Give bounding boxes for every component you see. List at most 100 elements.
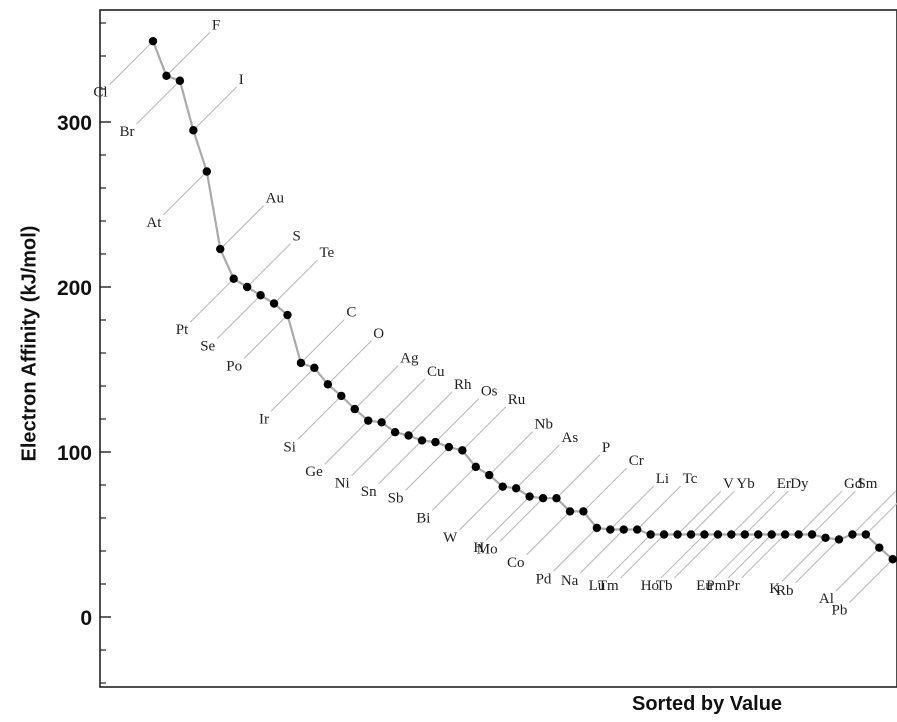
element-label: Ag [400, 351, 419, 367]
data-point [498, 482, 507, 491]
data-point [525, 492, 534, 501]
element-label: Na [561, 573, 579, 589]
data-point [794, 530, 803, 539]
element-label: Si [283, 439, 296, 455]
data-point [565, 507, 575, 516]
data-point [269, 299, 279, 308]
data-point [337, 391, 346, 401]
data-point [821, 533, 830, 542]
leader-line [865, 502, 897, 535]
data-point [834, 535, 844, 544]
data-point [296, 358, 306, 368]
leader-line [744, 490, 789, 535]
data-point [659, 530, 669, 539]
element-label: C [346, 305, 356, 321]
data-point [780, 530, 790, 539]
data-point [713, 530, 723, 539]
element-label: Ir [259, 411, 269, 427]
leader-line [620, 534, 665, 579]
element-label: S [293, 229, 301, 245]
element-label: Ho [641, 578, 659, 594]
data-point [189, 126, 198, 135]
data-point [606, 525, 615, 534]
leader-line [243, 314, 288, 359]
data-point [256, 291, 265, 300]
data-point [364, 416, 373, 425]
data-point [848, 530, 857, 539]
leader-line [435, 398, 480, 443]
element-label: Ge [305, 464, 323, 480]
element-labels: Cl F Br I At Au Pt S Se Te Po C Ir O Si Ag Ge Cu Ni Rh Sn Os S… [93, 17, 877, 618]
y-tick-label: 300 [57, 112, 92, 135]
leader-line [216, 294, 261, 340]
leader-line [727, 534, 773, 579]
y-axis-ticks: 0 100 200 300 [57, 22, 111, 684]
leader-line [636, 485, 681, 530]
data-point [417, 436, 427, 445]
data-point [875, 543, 884, 552]
leader-line [273, 259, 318, 304]
leader-line [485, 496, 530, 541]
leader-line [730, 490, 776, 535]
leader-line [300, 319, 345, 364]
leader-line [677, 490, 722, 535]
data-point [861, 530, 871, 539]
element-label: O [373, 326, 384, 342]
leader-line [378, 440, 423, 485]
element-label: Yb [736, 476, 754, 492]
leader-line [499, 497, 544, 542]
data-point [404, 431, 413, 440]
leader-line [461, 406, 507, 451]
data-point [686, 530, 696, 539]
data-point [754, 530, 763, 539]
element-label: Pt [176, 322, 189, 338]
element-label: Pb [832, 603, 848, 619]
leader-line [488, 431, 534, 476]
leader-line [781, 537, 826, 582]
data-point [444, 442, 454, 452]
data-point [431, 437, 440, 447]
leader-line [835, 547, 880, 592]
leader-line [270, 367, 315, 412]
data-point [242, 282, 252, 292]
plot-frame [99, 9, 897, 688]
data-point [283, 310, 292, 320]
element-label: F [212, 17, 220, 33]
data-point [390, 428, 400, 437]
data-points [148, 36, 897, 564]
element-label: Al [819, 591, 834, 607]
element-label: Rb [776, 583, 794, 599]
leader-line [354, 365, 399, 410]
element-label: Se [200, 339, 215, 355]
leader-line [458, 486, 504, 531]
data-point [511, 484, 521, 493]
element-label: Tc [683, 471, 698, 487]
leader-line [351, 431, 396, 476]
element-label: Nb [535, 417, 553, 433]
leader-line [848, 558, 894, 604]
element-label: Sn [361, 484, 377, 500]
element-label: Li [656, 471, 669, 487]
leader-line [609, 485, 655, 530]
data-point [807, 530, 817, 539]
element-label: Cr [629, 453, 644, 469]
leader-line [109, 40, 154, 85]
data-point [767, 530, 776, 539]
data-point [579, 507, 588, 516]
element-label: Te [319, 245, 334, 261]
leader-line [136, 80, 181, 125]
data-point [646, 530, 655, 539]
element-label: W [443, 530, 458, 546]
leader-line [297, 395, 342, 440]
leader-line [327, 340, 372, 385]
leader-line [553, 527, 598, 572]
leader-line [795, 539, 840, 584]
data-point [727, 530, 736, 539]
leader-line [798, 490, 843, 535]
data-point [552, 494, 561, 503]
leader-line [219, 205, 265, 250]
y-tick-label: 0 [80, 607, 92, 630]
leader-line [660, 534, 705, 579]
leader-line [690, 490, 735, 535]
element-label: Br [120, 124, 135, 140]
